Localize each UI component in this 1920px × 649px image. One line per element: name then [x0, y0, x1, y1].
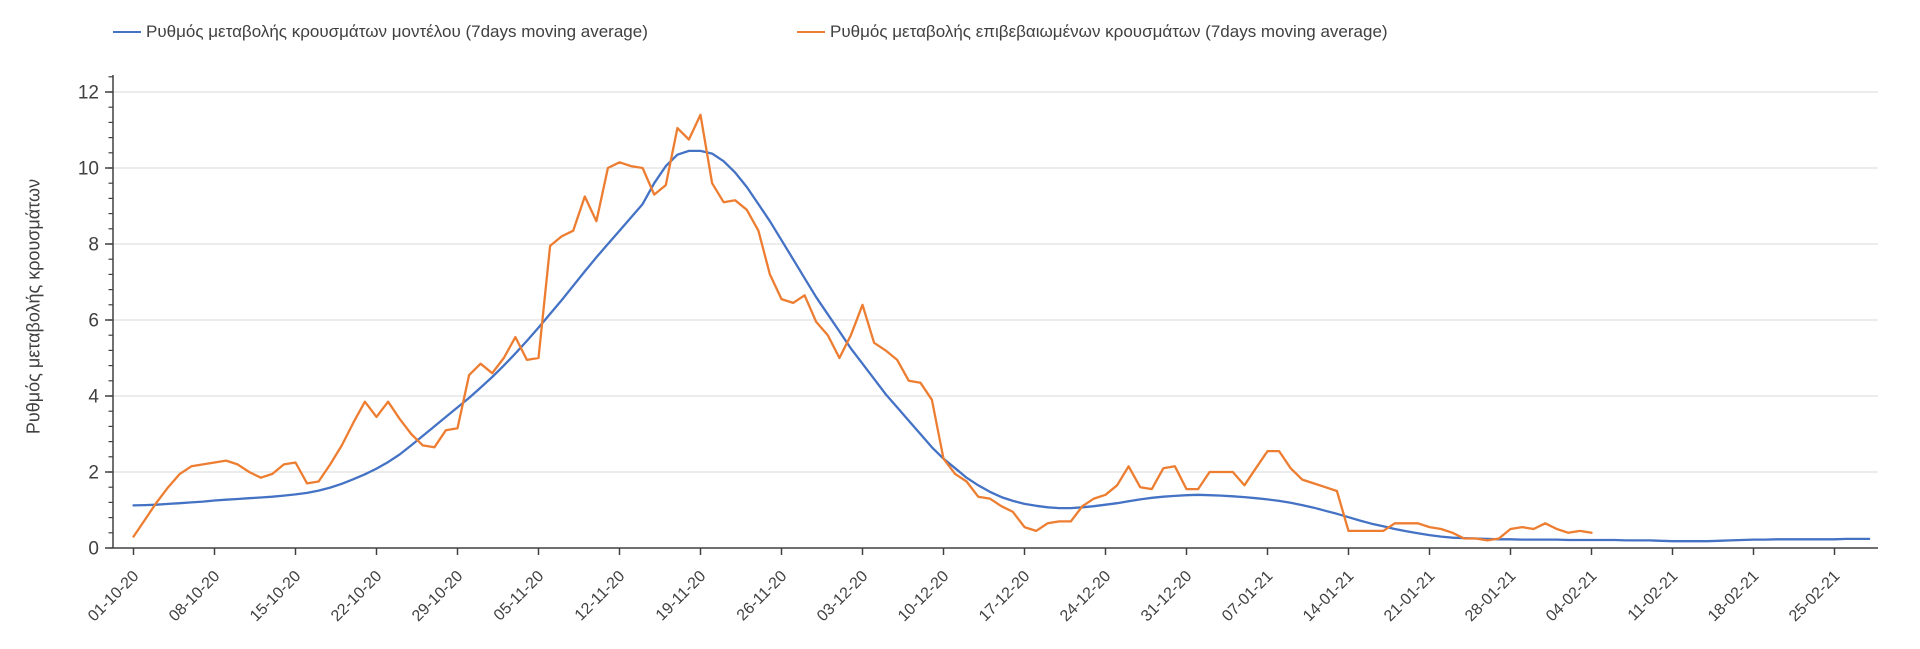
x-tick-label: 03-12-20	[814, 568, 871, 625]
x-tick-label: 10-12-20	[895, 568, 952, 625]
legend-label-confirmed: Ρυθμός μεταβολής επιβεβαιωμένων κρουσμάτ…	[830, 22, 1388, 41]
legend-item-model: Ρυθμός μεταβολής κρουσμάτων μοντέλου (7d…	[113, 22, 648, 42]
model-line-swatch-icon	[113, 31, 141, 33]
x-tick-label: 29-10-20	[409, 568, 466, 625]
y-tick-label: 12	[78, 83, 99, 104]
x-tick-label: 07-01-21	[1219, 568, 1276, 625]
x-tick-label: 26-11-20	[734, 568, 791, 625]
y-tick-label: 10	[78, 159, 99, 180]
x-tick-label: 21-01-21	[1381, 568, 1438, 625]
x-tick-label: 31-12-20	[1138, 568, 1195, 625]
y-tick-label: 6	[88, 311, 99, 332]
x-tick-label: 15-10-20	[247, 568, 304, 625]
x-tick-label: 11-02-21	[1625, 568, 1682, 625]
y-tick-label: 2	[88, 463, 99, 484]
y-tick-label: 4	[88, 387, 99, 408]
x-tick-label: 25-02-21	[1786, 568, 1843, 625]
y-tick-label: 0	[88, 539, 99, 560]
y-axis-title: Ρυθμός μεταβολής κρουσμάτων	[23, 178, 44, 435]
legend-label-model: Ρυθμός μεταβολής κρουσμάτων μοντέλου (7d…	[146, 22, 648, 41]
x-tick-label: 18-02-21	[1705, 568, 1762, 625]
x-tick-label: 22-10-20	[328, 568, 385, 625]
confirmed-series-line	[132, 113, 1593, 542]
model-series-line	[132, 149, 1871, 543]
y-tick-label: 8	[88, 235, 99, 256]
x-tick-label: 14-01-21	[1300, 568, 1357, 625]
x-tick-label: 08-10-20	[166, 568, 223, 625]
x-tick-label: 04-02-21	[1543, 568, 1600, 625]
x-tick-label: 28-01-21	[1462, 568, 1519, 625]
x-tick-label: 24-12-20	[1057, 568, 1114, 625]
confirmed-line-swatch-icon	[797, 31, 825, 33]
x-tick-label: 17-12-20	[976, 568, 1033, 625]
x-tick-label: 19-11-20	[653, 568, 710, 625]
x-tick-label: 01-10-20	[85, 568, 142, 625]
legend-item-confirmed: Ρυθμός μεταβολής επιβεβαιωμένων κρουσμάτ…	[797, 22, 1388, 42]
x-tick-label: 05-11-20	[491, 568, 548, 625]
x-tick-label: 12-11-20	[572, 568, 629, 625]
